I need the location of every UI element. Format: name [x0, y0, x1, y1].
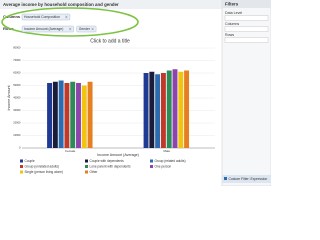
filter-footer-text[interactable]: Custom Filter: Expression: [229, 177, 268, 181]
chip-label[interactable]: Household Composition: [24, 15, 60, 19]
bar[interactable]: [64, 83, 70, 148]
dropdown[interactable]: [224, 15, 269, 21]
chip[interactable]: [21, 25, 74, 33]
bar[interactable]: [81, 85, 87, 149]
bar[interactable]: [172, 69, 178, 148]
title-bar: [0, 0, 222, 9]
legend-swatch: [150, 165, 153, 168]
x-tick-label: Male: [163, 149, 170, 153]
chip[interactable]: [76, 25, 97, 33]
bar[interactable]: [184, 70, 190, 149]
bar[interactable]: [47, 83, 53, 148]
chip[interactable]: [21, 13, 71, 21]
x-tick-label: Female: [65, 149, 75, 153]
legend-label: Group (unrelated adults): [25, 164, 60, 168]
filter-footer[interactable]: [222, 175, 271, 183]
filter-section: Data Level: [225, 11, 242, 15]
legend-swatch: [150, 159, 153, 163]
legend-swatch: [85, 170, 88, 174]
legend-label: One person: [155, 164, 172, 168]
chip-label[interactable]: Income Amount (Average): [24, 27, 63, 31]
y-tick-label: 20000: [13, 121, 21, 125]
y-tick-label: 60000: [13, 71, 21, 75]
bar[interactable]: [149, 71, 155, 148]
legend-label: Other: [90, 170, 99, 174]
legend-swatch: [85, 165, 88, 168]
filter-title: Filters: [225, 1, 239, 6]
y-tick-label: 80000: [13, 46, 21, 50]
bar[interactable]: [166, 70, 172, 149]
columns-label: Columns: [3, 14, 21, 19]
legend-label: Couple: [25, 159, 35, 163]
bar[interactable]: [76, 83, 81, 148]
bar[interactable]: [58, 80, 64, 149]
remove-icon[interactable]: [69, 27, 72, 31]
bar[interactable]: [160, 73, 166, 148]
y-tick-label: 40000: [13, 96, 21, 100]
bar[interactable]: [52, 81, 58, 148]
y-axis-title: Income Amount: [7, 86, 11, 111]
y-tick-label: 30000: [13, 108, 21, 112]
legend-swatch: [20, 159, 23, 163]
app: Average income by household composition …: [0, 0, 271, 186]
y-tick-label: 10000: [13, 133, 21, 137]
bar[interactable]: [143, 73, 149, 148]
legend-label: Lone parent with dependents: [90, 164, 132, 168]
legend-swatch: [85, 159, 88, 163]
x-axis-title: Income Amount (Average): [97, 153, 139, 157]
chart-title[interactable]: Click to add a title: [90, 38, 130, 44]
bar[interactable]: [155, 74, 161, 148]
bar[interactable]: [178, 71, 184, 148]
legend-label: Couple with dependents: [90, 159, 125, 163]
remove-icon[interactable]: [91, 27, 94, 31]
legend-label: Single (person living alone): [25, 170, 63, 174]
y-tick-label: 50000: [13, 83, 21, 87]
y-tick-label: 0: [19, 146, 21, 150]
icon: [224, 177, 227, 180]
page-title: Average income by household composition …: [3, 2, 119, 7]
bar[interactable]: [87, 81, 93, 148]
legend-label: Group (related adults): [155, 159, 186, 163]
legend-swatch: [20, 170, 23, 174]
filter-header: [222, 0, 271, 8]
filter-section: Columns: [225, 22, 239, 26]
bar[interactable]: [70, 81, 76, 148]
highlight: [1, 7, 139, 37]
dropdown[interactable]: [224, 37, 269, 43]
chip-label[interactable]: Gender: [79, 27, 91, 31]
filter-section: Rows: [225, 33, 234, 37]
legend-swatch: [20, 165, 23, 168]
dropdown[interactable]: [224, 26, 269, 32]
y-tick-label: 70000: [13, 58, 21, 62]
remove-icon[interactable]: [65, 15, 68, 19]
